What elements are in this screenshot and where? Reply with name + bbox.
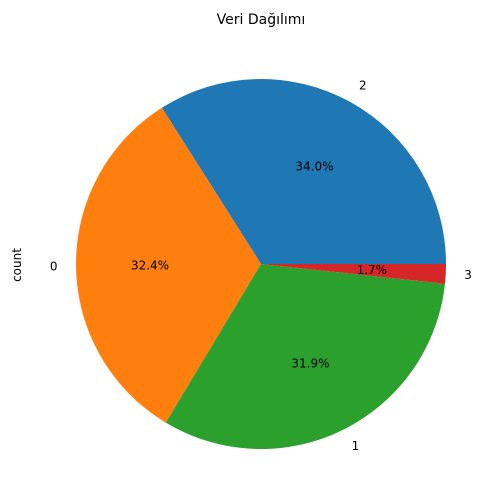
slice-label-2: 2 [359,79,367,93]
pie-slice-3 [261,264,446,284]
percent-label-0: 32.4% [131,258,169,272]
slice-label-3: 3 [464,268,472,282]
pie-slice-2 [161,78,446,264]
percent-label-1: 31.9% [291,356,329,370]
percent-label-2: 34.0% [295,160,333,174]
pie-slice-0 [76,107,261,423]
slice-label-0: 0 [50,260,58,274]
percent-label-3: 1.7% [357,263,388,277]
slice-label-1: 1 [352,439,360,453]
y-axis-label: count [10,248,24,282]
pie-slice-1 [165,264,445,449]
pie-percent-labels: 34.0% 32.4% 31.9% 1.7% [131,160,387,371]
chart-title: Veri Dağılımı [217,12,306,28]
pie-slices [76,78,446,449]
